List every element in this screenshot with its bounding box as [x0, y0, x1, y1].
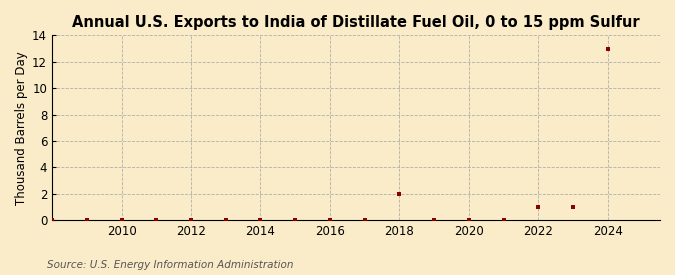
Point — [394, 192, 405, 196]
Point — [220, 218, 231, 222]
Point — [255, 218, 266, 222]
Title: Annual U.S. Exports to India of Distillate Fuel Oil, 0 to 15 ppm Sulfur: Annual U.S. Exports to India of Distilla… — [72, 15, 640, 30]
Point — [186, 218, 196, 222]
Point — [568, 205, 578, 209]
Point — [464, 218, 475, 222]
Point — [359, 218, 370, 222]
Point — [429, 218, 439, 222]
Point — [498, 218, 509, 222]
Point — [151, 218, 161, 222]
Text: Source: U.S. Energy Information Administration: Source: U.S. Energy Information Administ… — [47, 260, 294, 270]
Point — [47, 218, 57, 222]
Y-axis label: Thousand Barrels per Day: Thousand Barrels per Day — [15, 51, 28, 205]
Point — [325, 218, 335, 222]
Point — [603, 46, 614, 51]
Point — [82, 218, 92, 222]
Point — [533, 205, 544, 209]
Point — [290, 218, 300, 222]
Point — [116, 218, 127, 222]
